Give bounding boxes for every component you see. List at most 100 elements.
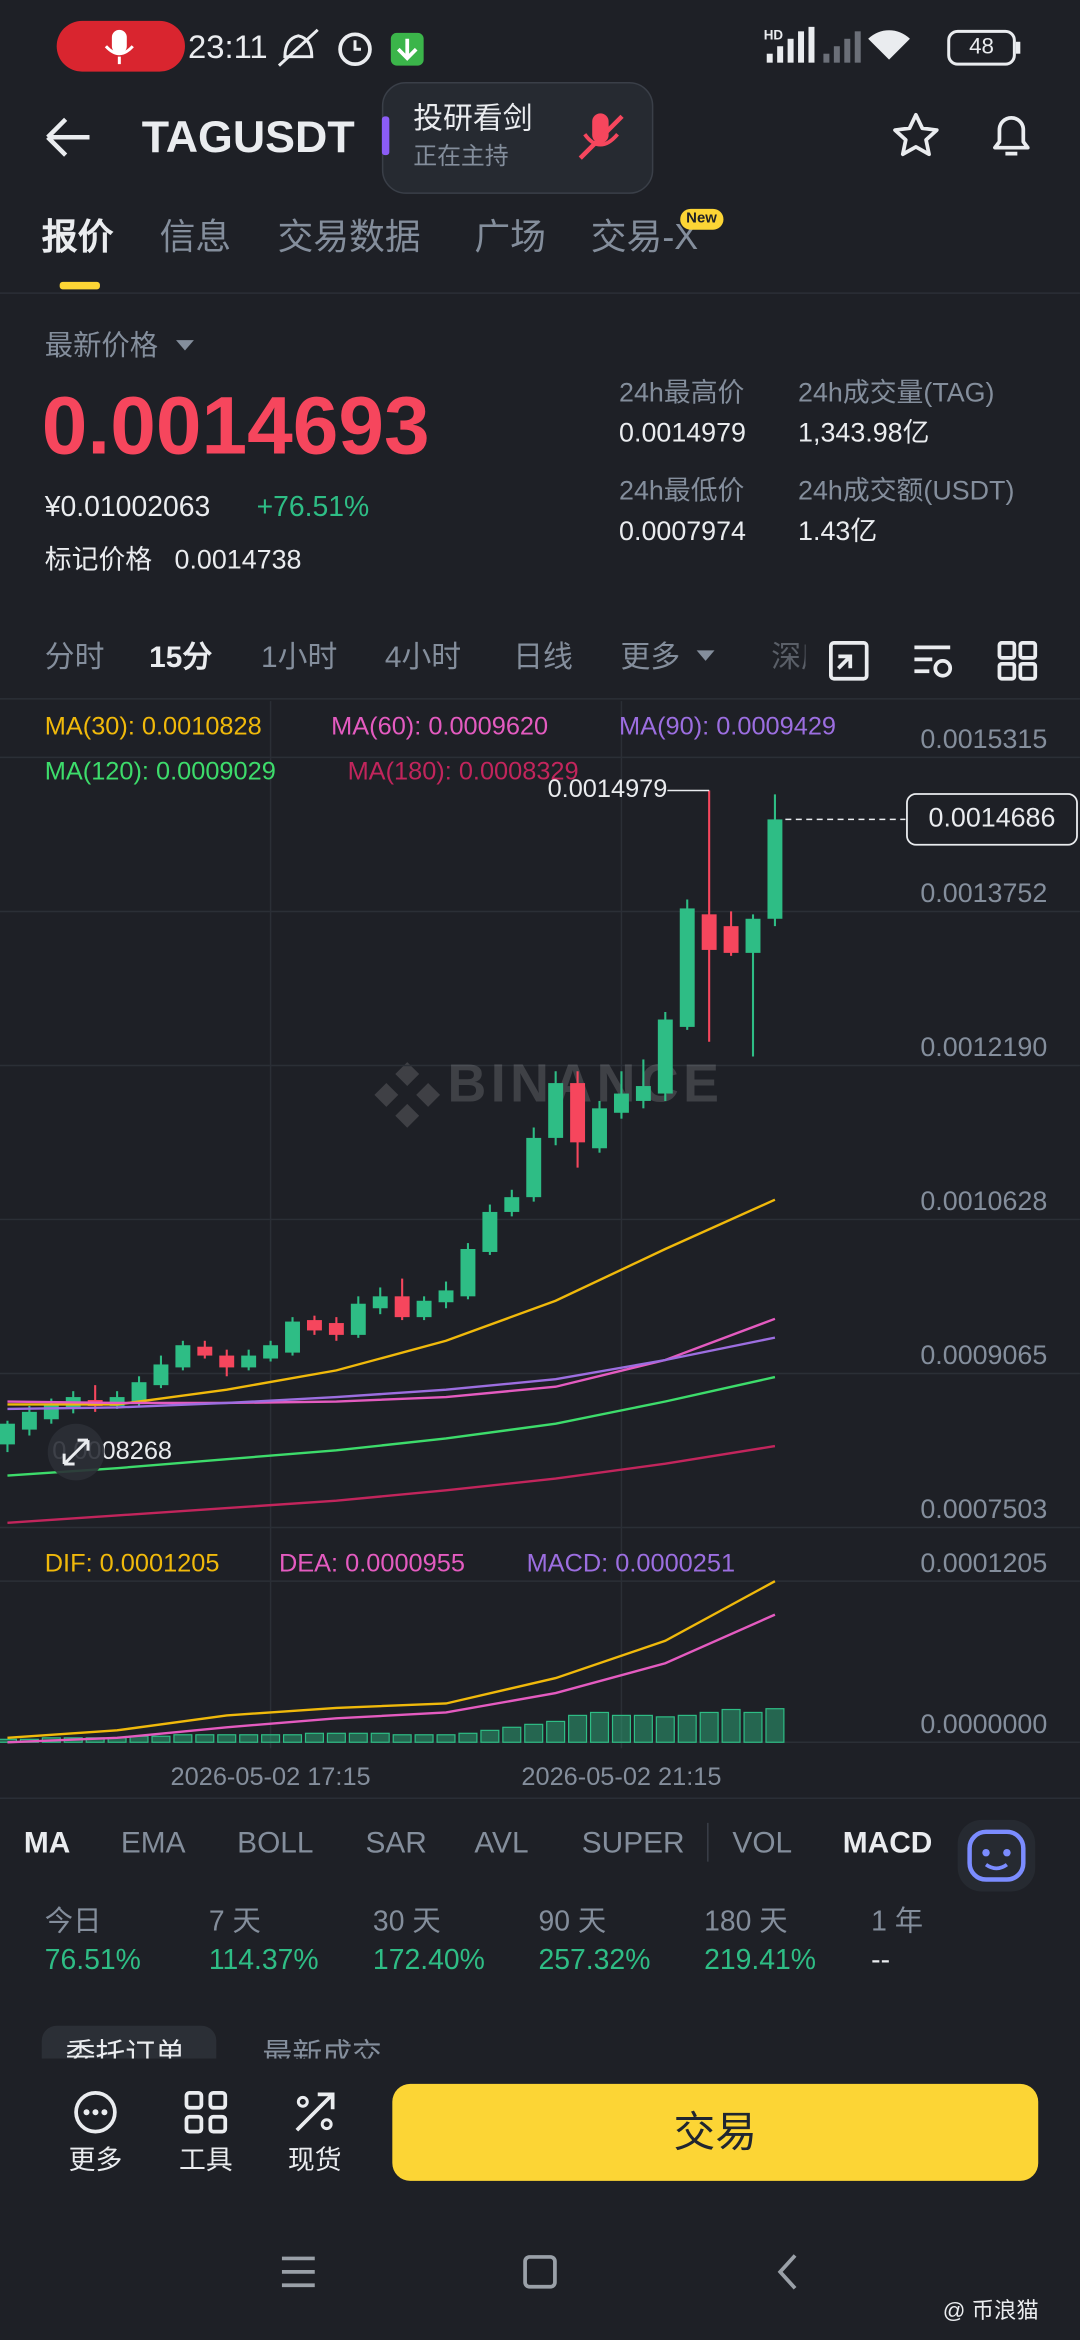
live-status: 正在主持 <box>413 144 509 171</box>
spot-icon[interactable] <box>291 2088 339 2136</box>
kline-chart: 0.0015315 0.0013752 0.0012190 0.0010628 0.00… <box>0 701 1080 1791</box>
interval[interactable]: 分时 <box>44 641 105 675</box>
indicator[interactable]: MA <box>23 1827 71 1861</box>
stat-label: 24h成交量(TAG) <box>798 377 995 408</box>
stat-value: 0.0014979 <box>619 417 746 448</box>
macd-bar <box>480 1729 500 1743</box>
tools-icon[interactable] <box>182 2088 230 2136</box>
ma-line <box>7 1375 776 1477</box>
legend-entry: MA(30): 0.0010828 <box>45 713 262 741</box>
legend-entry: MA(120): 0.0009029 <box>45 757 276 785</box>
indicator[interactable]: MACD <box>842 1827 933 1861</box>
macd-bar <box>524 1723 544 1743</box>
indicator[interactable]: VOL <box>732 1827 793 1861</box>
last-price-box <box>906 793 1078 846</box>
interval[interactable]: 1小时 <box>261 641 338 675</box>
macd-bar <box>436 1734 456 1743</box>
y-tick-label: 0.0007503 <box>920 1494 1047 1524</box>
ma-line <box>7 1317 776 1405</box>
legend-entry: MA(90): 0.0009429 <box>619 713 836 741</box>
interval[interactable]: 更多 <box>620 641 681 675</box>
interval[interactable]: 4小时 <box>384 641 462 675</box>
macd-bar <box>611 1714 631 1743</box>
tab[interactable]: 交易数据 <box>277 217 421 259</box>
macd-line <box>7 1580 776 1740</box>
cny-price: ¥0.01002063 <box>44 492 211 524</box>
macd-bar <box>765 1708 785 1743</box>
action-label[interactable]: 现货 <box>287 2145 342 2175</box>
alert-button[interactable] <box>986 109 1037 163</box>
trade-button[interactable]: 交易 <box>392 2083 1039 2181</box>
bottom-bar: 更多 工具 现货 交易 @ 币浪猫 <box>0 2058 1080 2339</box>
dropdown-caret[interactable] <box>175 339 196 354</box>
y-tick-label: 0.0010628 <box>920 1186 1047 1216</box>
period-return: 172.40% <box>372 1945 485 1977</box>
macd-bar <box>217 1734 237 1743</box>
status-time: 23:11 <box>187 28 268 66</box>
dropdown-caret[interactable] <box>695 649 716 664</box>
new-badge: New <box>680 208 723 230</box>
indicator[interactable]: EMA <box>120 1827 186 1861</box>
divider <box>0 1797 1080 1799</box>
candle-body <box>109 1397 125 1406</box>
tab[interactable]: 广场 <box>474 217 546 259</box>
live-room-card[interactable]: 投研看剑 正在主持 <box>381 82 654 194</box>
candle-body <box>767 819 783 919</box>
status-icons <box>277 28 424 67</box>
x-tick-label: 2026-05-02 21:15 <box>521 1763 721 1791</box>
chart-settings-button[interactable] <box>910 638 955 683</box>
stat-value: 1.43亿 <box>798 516 878 546</box>
indicator[interactable]: AVL <box>474 1827 529 1861</box>
indicator[interactable]: SAR <box>365 1827 427 1861</box>
action-label[interactable]: 工具 <box>179 2145 233 2175</box>
candle-body <box>219 1355 235 1368</box>
back-button[interactable] <box>42 113 96 161</box>
mark-price: 0.0014738 <box>174 544 302 575</box>
interval[interactable]: 15分 <box>149 641 213 675</box>
candle-body <box>372 1296 388 1309</box>
battery-level: 48 <box>969 34 994 60</box>
macd-bar <box>304 1732 324 1743</box>
tab[interactable]: 交易-X <box>590 217 699 259</box>
period-label: 90 天 <box>538 1906 607 1938</box>
candle-body <box>153 1364 169 1386</box>
fullscreen-chart-button[interactable] <box>826 638 871 683</box>
action-label[interactable]: 更多 <box>68 2145 123 2175</box>
system-nav <box>281 2254 797 2290</box>
candle-body <box>43 1404 59 1420</box>
legend-entry: MACD: 0.0000251 <box>527 1549 736 1577</box>
ma-line <box>7 1444 776 1525</box>
period-label: 今日 <box>44 1906 102 1938</box>
ma-line <box>7 1336 776 1411</box>
interval[interactable]: 日线 <box>513 641 573 675</box>
last-price-label: 0.0014686 <box>929 802 1056 832</box>
macd-bar <box>282 1734 303 1743</box>
period-return: 114.37% <box>208 1945 319 1977</box>
candle-body <box>679 908 695 1027</box>
tab[interactable]: 报价 <box>41 217 114 259</box>
tool-strip <box>805 626 1080 693</box>
stat-label: 24h最高价 <box>619 377 745 408</box>
separator <box>707 1822 709 1862</box>
expand-button[interactable] <box>47 1423 105 1481</box>
macd-bar <box>568 1714 588 1743</box>
candle-body <box>263 1345 279 1359</box>
candle-body <box>482 1211 498 1252</box>
tab[interactable]: 信息 <box>159 217 232 259</box>
more-icon[interactable] <box>72 2088 120 2136</box>
macd-bar <box>589 1711 610 1743</box>
assistant-button[interactable] <box>949 1811 1044 1901</box>
macd-bar <box>699 1711 719 1743</box>
recording-pill[interactable] <box>56 20 185 72</box>
period-label: 7 天 <box>208 1906 261 1938</box>
indicator[interactable]: SUPER <box>581 1827 685 1861</box>
y-tick-label: 0.0013752 <box>920 878 1047 908</box>
layout-button[interactable] <box>995 638 1040 683</box>
candle-body <box>131 1382 147 1403</box>
macd-bar <box>546 1720 566 1743</box>
indicator[interactable]: BOLL <box>237 1827 314 1861</box>
period-label: 1 年 <box>871 1906 924 1938</box>
favorite-button[interactable] <box>891 110 942 161</box>
